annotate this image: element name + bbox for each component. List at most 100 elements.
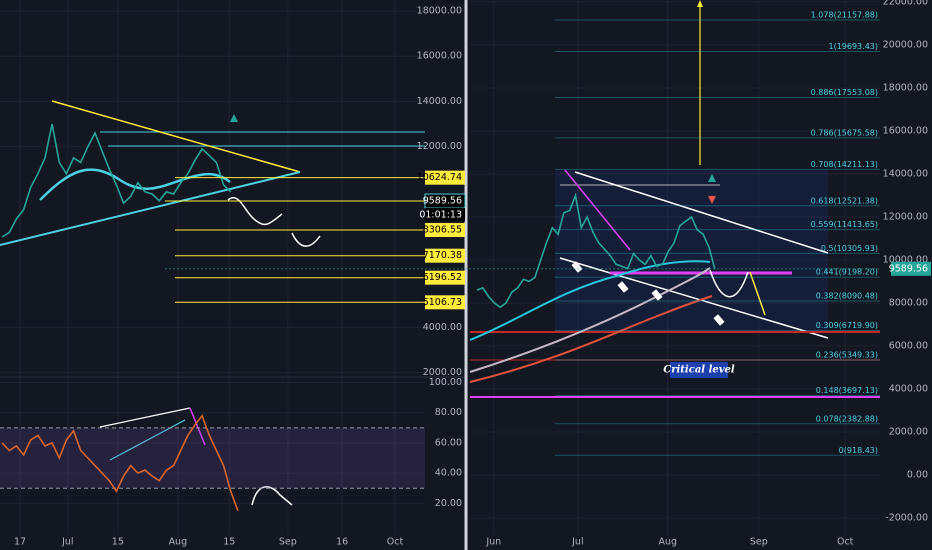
price-line — [1, 414, 239, 512]
hammer-icon — [571, 261, 583, 273]
x-tick-label: 16 — [336, 537, 348, 548]
annotation: Critical level — [663, 365, 735, 376]
level-box — [425, 170, 465, 185]
x-tick-label: Oct — [837, 537, 854, 548]
y-tick-label: 14000.00 — [417, 96, 462, 107]
hammer-icon — [617, 281, 629, 293]
rsi-band — [0, 427, 425, 489]
level-label: 6196.52 — [423, 272, 462, 283]
level-label: 10624.74 — [417, 172, 462, 183]
y-tick-label: 18000.00 — [417, 6, 462, 17]
x-tick-label: Aug — [169, 537, 188, 548]
y-tick-label: 18000.00 — [883, 82, 928, 93]
y-tick-label: 22000.00 — [883, 0, 928, 7]
hammer-icon — [651, 289, 663, 301]
moving-average — [39, 168, 231, 201]
y-tick-label: 14000.00 — [883, 168, 928, 179]
triangle-bottom — [0, 171, 301, 246]
fib-label: 0.148(3697.13) — [816, 386, 878, 395]
y-tick-label: 80.00 — [435, 407, 462, 418]
hammer-icons — [571, 261, 725, 326]
x-tick-label: Sep — [750, 537, 768, 548]
target-arrowhead — [697, 0, 703, 7]
level-box — [425, 270, 465, 285]
projection-arrow — [227, 197, 283, 226]
x-tick-label: Oct — [387, 537, 404, 548]
y-tick-label: 40.00 — [435, 468, 462, 479]
level-label: 7170.38 — [423, 250, 462, 261]
fib-label: 0.708(14211.13) — [811, 160, 878, 169]
fib-label: 1.078(21157.88) — [811, 11, 878, 20]
y-tick-label: 16000.00 — [883, 125, 928, 136]
y-tick-label: 60.00 — [435, 437, 462, 448]
y-tick-label: 4000.00 — [423, 322, 462, 333]
channel-bottom — [559, 257, 829, 339]
fib-label: 0.078(2382.88) — [816, 414, 878, 423]
x-tick-label: Jul — [571, 537, 583, 548]
moving-average — [469, 260, 711, 341]
last-price-label: 9589.56 — [423, 196, 462, 207]
last-price-label: 9589.56 — [889, 263, 928, 274]
level-box — [425, 223, 465, 238]
annotation-box — [670, 362, 728, 378]
divergence-line — [109, 419, 186, 461]
down-arrow — [708, 196, 716, 204]
level-box — [425, 295, 465, 310]
x-tick-label: Jun — [485, 537, 501, 548]
countdown-box — [425, 208, 465, 222]
countdown: 01:01:13 — [419, 210, 462, 221]
divergence-line — [99, 407, 191, 428]
projection-arrow — [749, 271, 766, 316]
up-arrow — [708, 174, 716, 182]
fib-label: 0.309(6719.90) — [816, 321, 878, 330]
x-tick-label: 15 — [223, 537, 235, 548]
y-tick-label: 6000.00 — [889, 340, 928, 351]
x-tick-label: 15 — [112, 537, 124, 548]
y-tick-label: 2000.00 — [889, 426, 928, 437]
y-tick-label: 8000.00 — [889, 297, 928, 308]
fib-label: 1(19693.43) — [828, 42, 878, 51]
level-label: 5106.73 — [423, 297, 462, 308]
hammer-icon — [713, 314, 725, 326]
fib-label: 0.786(15675.58) — [811, 128, 878, 137]
x-tick-label: Jul — [61, 537, 73, 548]
fib-label: 0.382(8090.48) — [816, 292, 878, 301]
x-tick-label: 17 — [14, 537, 26, 548]
level-box — [425, 248, 465, 263]
fib-label: 0(918.43) — [839, 446, 878, 455]
y-tick-label: -2000.00 — [885, 513, 928, 524]
fib-label: 0.236(5349.33) — [816, 350, 878, 359]
y-tick-label: 12000.00 — [883, 211, 928, 222]
grid-layer — [0, 0, 880, 535]
price-line — [1, 123, 232, 238]
y-tick-label: 0.00 — [907, 470, 928, 481]
y-tick-label: 16000.00 — [417, 51, 462, 62]
fib-label: 0.5(10305.93) — [821, 244, 878, 253]
y-tick-label: 2000.00 — [423, 367, 462, 378]
projection-arrow — [251, 486, 293, 506]
level-label: 8306.55 — [423, 225, 462, 236]
x-tick-label: Sep — [279, 537, 297, 548]
channel-shade — [555, 170, 828, 330]
trend-line — [564, 169, 631, 251]
projection-arrow — [709, 269, 749, 298]
moving-average — [469, 295, 713, 383]
fib-label: 0.441(9198.20) — [816, 268, 878, 277]
x-tick-label: Aug — [658, 537, 677, 548]
up-arrow — [230, 114, 238, 122]
y-tick-label: 20.00 — [435, 498, 462, 509]
y-tick-label: 100.00 — [429, 377, 462, 388]
channel-top — [574, 171, 829, 254]
last-price-box — [891, 261, 931, 276]
fib-label: 0.886(17553.08) — [811, 88, 878, 97]
y-tick-label: 12000.00 — [417, 141, 462, 152]
price-line — [476, 192, 716, 309]
fib-label: 0.559(11413.65) — [811, 220, 878, 229]
divergence-arrow — [189, 407, 206, 446]
fib-label: 0.618(12521.38) — [811, 196, 878, 205]
y-tick-label: 4000.00 — [889, 383, 928, 394]
moving-average — [469, 267, 711, 373]
triangle-top — [51, 100, 301, 173]
